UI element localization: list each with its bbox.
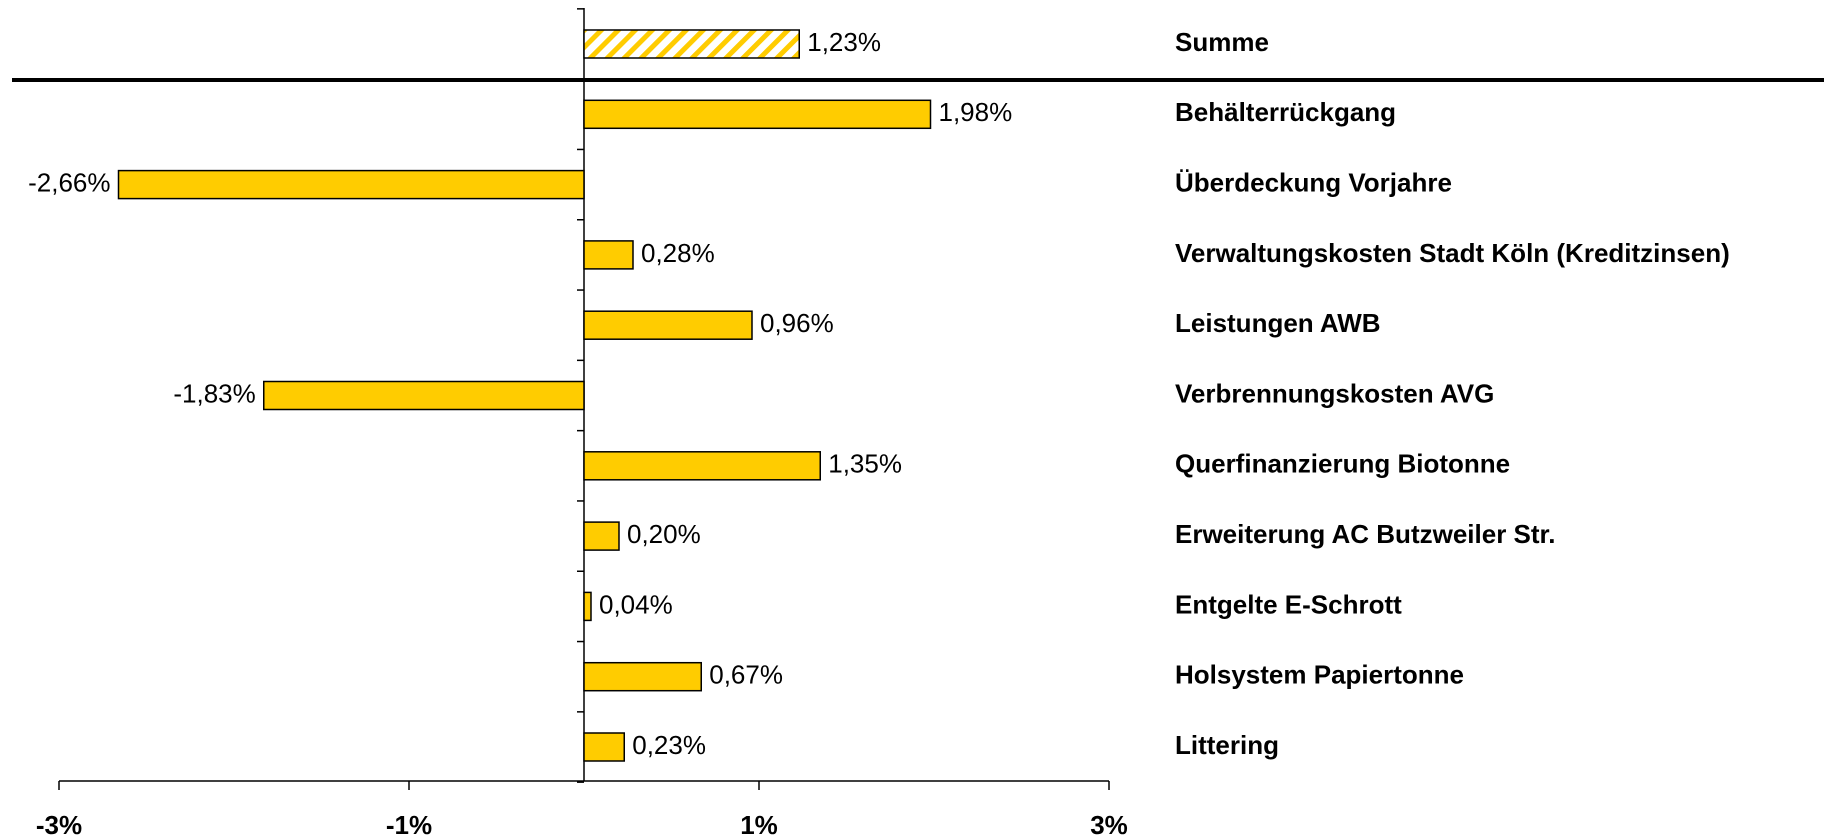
- value-label: 1,35%: [828, 449, 902, 479]
- x-tick-label: -3%: [36, 810, 82, 839]
- bar: [583, 29, 800, 59]
- category-label: Littering: [1175, 730, 1279, 760]
- value-label: 0,28%: [641, 238, 715, 268]
- x-tick-label: 1%: [740, 810, 778, 839]
- category-label: Summe: [1175, 27, 1269, 57]
- category-label: Erweiterung AC Butzweiler Str.: [1175, 519, 1555, 549]
- bar: [117, 169, 585, 200]
- category-label: Entgelte E-Schrott: [1175, 589, 1402, 619]
- value-label: 0,67%: [709, 660, 783, 690]
- category-label: Verwaltungskosten Stadt Köln (Kreditzins…: [1175, 238, 1730, 268]
- bar: [263, 380, 585, 411]
- value-label: 0,96%: [760, 308, 834, 338]
- category-label: Verbrennungskosten AVG: [1175, 378, 1494, 408]
- x-tick-label: -1%: [386, 810, 432, 839]
- bar: [583, 732, 625, 762]
- x-tick-label: 3%: [1090, 810, 1128, 839]
- value-label: -1,83%: [173, 378, 255, 408]
- category-label: Behälterrückgang: [1175, 97, 1396, 127]
- category-label: Holsystem Papiertonne: [1175, 660, 1464, 690]
- category-label: Überdeckung Vorjahre: [1175, 167, 1452, 197]
- value-label: 1,98%: [939, 97, 1013, 127]
- bar: [583, 591, 592, 622]
- category-label: Leistungen AWB: [1175, 308, 1381, 338]
- bar: [583, 310, 753, 340]
- value-label: -2,66%: [28, 167, 110, 197]
- value-label: 0,20%: [627, 519, 701, 549]
- bar: [583, 661, 702, 692]
- bar: [583, 451, 821, 481]
- value-label: 0,04%: [599, 589, 673, 619]
- value-label: 1,23%: [807, 27, 881, 57]
- value-label: 0,23%: [632, 730, 706, 760]
- category-label: Querfinanzierung Biotonne: [1175, 449, 1510, 479]
- bar: [583, 240, 634, 270]
- bar: [583, 521, 620, 551]
- bar: [583, 99, 932, 130]
